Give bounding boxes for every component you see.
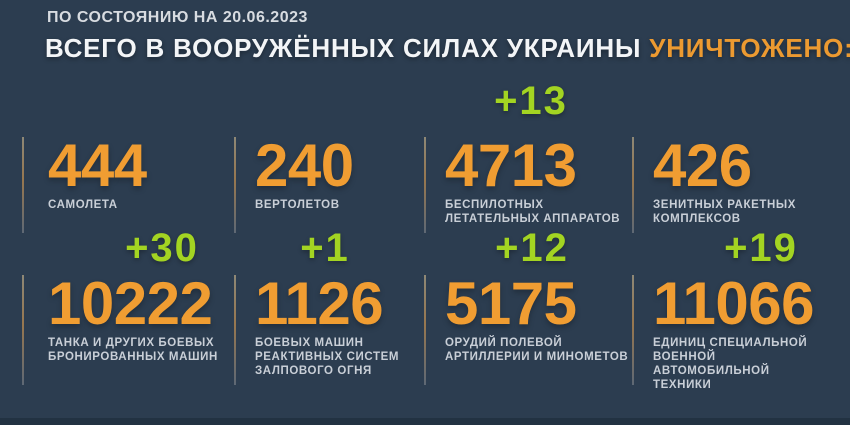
- stat-value: 240: [255, 132, 354, 199]
- stat-block-helicopters: 240 ВЕРТОЛЕТОВ: [234, 132, 424, 233]
- stat-value: 10222: [48, 270, 213, 337]
- delta-badge-tanks: +30: [125, 226, 199, 270]
- stat-block-vehicles: 11066 ЕДИНИЦ СПЕЦИАЛЬНОЙ ВОЕННОЙ АВТОМОБ…: [632, 270, 832, 391]
- stat-label: БОЕВЫХ МАШИН РЕАКТИВНЫХ СИСТЕМ ЗАЛПОВОГО…: [255, 337, 400, 377]
- stat-block-aircraft: 444 САМОЛЕТА: [22, 132, 234, 233]
- stat-block-artillery: 5175 ОРУДИЙ ПОЛЕВОЙ АРТИЛЛЕРИИ И МИНОМЕТ…: [424, 270, 632, 385]
- stat-value: 5175: [445, 270, 577, 337]
- stat-value: 11066: [653, 270, 815, 337]
- stat-value: 4713: [445, 132, 577, 199]
- stat-value: 426: [653, 132, 752, 199]
- stat-label: БЕСПИЛОТНЫХ ЛЕТАТЕЛЬНЫХ АППАРАТОВ: [445, 199, 621, 225]
- bottom-shade-strip: [0, 418, 850, 425]
- delta-badge-mlrs: +1: [300, 226, 350, 270]
- stat-label: ОРУДИЙ ПОЛЕВОЙ АРТИЛЛЕРИИ И МИНОМЕТОВ: [445, 337, 629, 363]
- delta-badge-uav: +13: [494, 79, 568, 123]
- stat-label: ЕДИНИЦ СПЕЦИАЛЬНОЙ ВОЕННОЙ АВТОМОБИЛЬНОЙ…: [653, 337, 808, 391]
- stat-block-tanks: 10222 ТАНКА И ДРУГИХ БОЕВЫХ БРОНИРОВАННЫ…: [22, 270, 234, 385]
- stat-label: ВЕРТОЛЕТОВ: [255, 199, 340, 211]
- stat-block-mlrs: 1126 БОЕВЫХ МАШИН РЕАКТИВНЫХ СИСТЕМ ЗАЛП…: [234, 270, 424, 385]
- stat-block-uav: 4713 БЕСПИЛОТНЫХ ЛЕТАТЕЛЬНЫХ АППАРАТОВ: [424, 132, 632, 233]
- stat-block-sam-systems: 426 ЗЕНИТНЫХ РАКЕТНЫХ КОМПЛЕКСОВ: [632, 132, 832, 233]
- stat-value: 1126: [255, 270, 384, 337]
- stat-label: ЗЕНИТНЫХ РАКЕТНЫХ КОМПЛЕКСОВ: [653, 199, 797, 225]
- stat-label: САМОЛЕТА: [48, 199, 118, 211]
- stat-label: ТАНКА И ДРУГИХ БОЕВЫХ БРОНИРОВАННЫХ МАШИ…: [48, 337, 218, 363]
- stats-row-2: 10222 ТАНКА И ДРУГИХ БОЕВЫХ БРОНИРОВАННЫ…: [0, 270, 850, 391]
- as-of-date-line: ПО СОСТОЯНИЮ НА 20.06.2023: [47, 9, 308, 26]
- stats-row-1: 444 САМОЛЕТА 240 ВЕРТОЛЕТОВ 4713 БЕСПИЛО…: [0, 132, 850, 237]
- delta-badge-vehicles: +19: [724, 226, 798, 270]
- title-accent-text: УНИЧТОЖЕНО:: [649, 33, 850, 63]
- title-main-text: ВСЕГО В ВООРУЖЁННЫХ СИЛАХ УКРАИНЫ: [45, 33, 650, 63]
- delta-badge-artillery: +12: [495, 226, 569, 270]
- page-title: ВСЕГО В ВООРУЖЁННЫХ СИЛАХ УКРАИНЫ УНИЧТО…: [45, 33, 850, 64]
- stat-value: 444: [48, 132, 147, 199]
